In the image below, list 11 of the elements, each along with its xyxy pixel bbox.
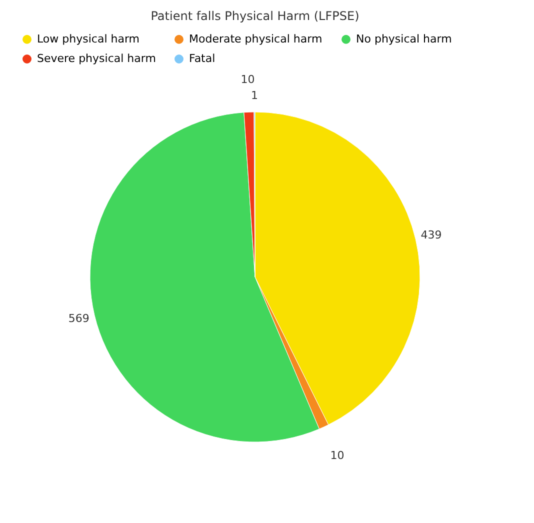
data-label: 10 xyxy=(240,73,255,86)
data-label: 1 xyxy=(250,89,258,102)
data-label: 439 xyxy=(420,228,442,242)
legend-label: No physical harm xyxy=(356,32,452,46)
legend-label: Severe physical harm xyxy=(37,52,156,65)
legend-label: Low physical harm xyxy=(37,32,140,46)
data-label: 569 xyxy=(68,312,90,325)
legend-label: Moderate physical harm xyxy=(189,32,322,46)
chart-title: Patient falls Physical Harm (LFPSE) xyxy=(150,9,360,23)
legend-label: Fatal xyxy=(189,52,216,65)
data-label: 10 xyxy=(330,449,344,462)
